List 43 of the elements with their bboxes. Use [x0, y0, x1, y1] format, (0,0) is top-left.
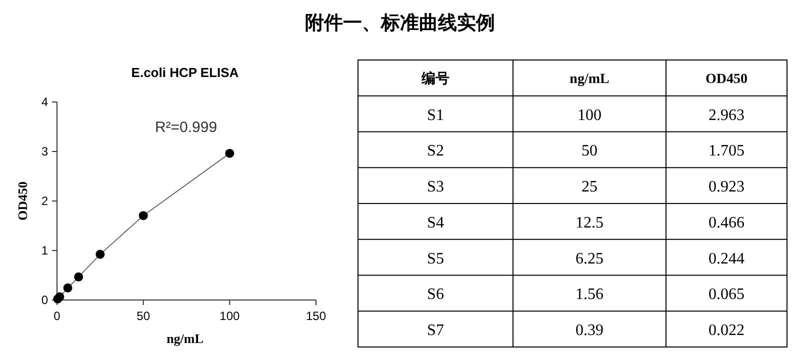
category-label: S1: [427, 106, 444, 124]
category-label: S7: [427, 322, 444, 340]
x-tick-label: 150: [306, 309, 326, 323]
y-tick-label: 0: [41, 293, 48, 307]
point: [63, 283, 72, 292]
y-tick-label: 3: [41, 144, 48, 158]
category-label: S2: [427, 142, 444, 160]
text: 0.022: [708, 322, 744, 340]
text: 附件一、标准曲线实例: [305, 12, 495, 34]
x-tick-label: 0: [54, 309, 61, 323]
text: 50: [582, 142, 598, 160]
category-label: S4: [427, 214, 444, 232]
category-label: S3: [427, 178, 444, 196]
point: [96, 250, 105, 259]
category-label: ng/mL: [570, 72, 610, 87]
category-label: S5: [427, 250, 444, 268]
text: 1.705: [708, 142, 744, 160]
category-label: 编号: [420, 70, 450, 87]
x-tick-label: 100: [220, 309, 240, 323]
point: [138, 211, 148, 220]
text: 0.466: [708, 214, 744, 232]
category-label: OD450: [706, 72, 748, 87]
text: 0.244: [708, 250, 744, 268]
y-axis-title: OD450: [15, 182, 30, 220]
x-tick-label: 50: [136, 309, 150, 323]
text: 25: [582, 178, 598, 196]
text: 1.56: [576, 286, 604, 304]
point: [74, 272, 84, 282]
point: [225, 148, 234, 158]
category-label: S6: [427, 286, 444, 304]
y-tick-label: 4: [41, 95, 48, 109]
chart-subtitle: E.coli HCP ELISA: [131, 65, 240, 80]
text: 100: [578, 106, 602, 124]
text: 12.5: [576, 214, 604, 232]
annotation: R²=0.999: [154, 119, 218, 136]
text: 0.923: [708, 178, 744, 196]
y-tick-label: 2: [41, 194, 48, 208]
x-axis-title: ng/mL: [166, 331, 204, 346]
text: 2.963: [708, 106, 744, 124]
text: 6.25: [576, 250, 604, 268]
y-tick-label: 1: [41, 244, 48, 258]
text: 0.065: [708, 286, 744, 304]
text: 0.39: [576, 322, 604, 340]
